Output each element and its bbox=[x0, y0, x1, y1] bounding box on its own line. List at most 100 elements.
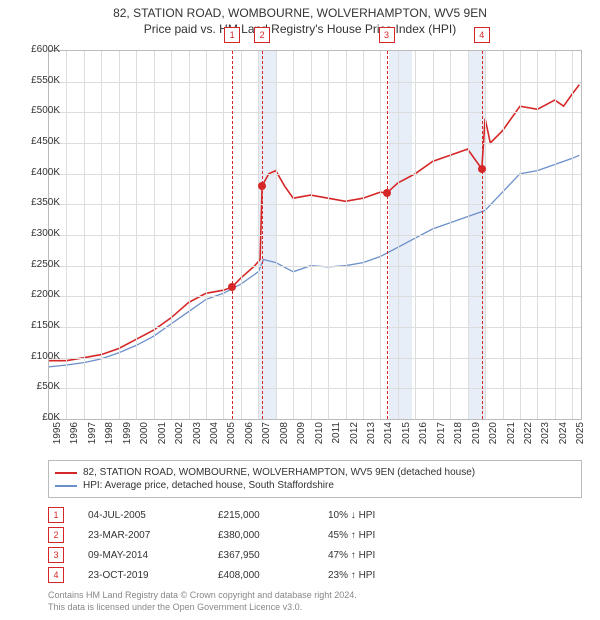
x-axis-tick-label: 2004 bbox=[209, 422, 220, 452]
marker-number-box: 2 bbox=[254, 27, 270, 43]
legend-swatch bbox=[55, 472, 77, 474]
x-axis-tick-label: 2023 bbox=[540, 422, 551, 452]
gridline-vertical bbox=[503, 51, 504, 419]
y-axis-tick-label: £250K bbox=[16, 259, 60, 270]
gridline-horizontal bbox=[49, 388, 581, 389]
marker-number-box: 1 bbox=[224, 27, 240, 43]
gridline-horizontal bbox=[49, 82, 581, 83]
title-block: 82, STATION ROAD, WOMBOURNE, WOLVERHAMPT… bbox=[0, 0, 600, 36]
x-axis-tick-label: 1999 bbox=[122, 422, 133, 452]
tx-price: £380,000 bbox=[218, 530, 328, 541]
gridline-vertical bbox=[398, 51, 399, 419]
marker-dot bbox=[478, 165, 486, 173]
gridline-vertical bbox=[520, 51, 521, 419]
gridline-vertical bbox=[258, 51, 259, 419]
y-axis-tick-label: £150K bbox=[16, 320, 60, 331]
series-line-hpi bbox=[49, 155, 579, 367]
gridline-vertical bbox=[241, 51, 242, 419]
legend-item-hpi: HPI: Average price, detached house, Sout… bbox=[55, 480, 575, 491]
marker-vline bbox=[482, 51, 483, 419]
y-axis-tick-label: £450K bbox=[16, 136, 60, 147]
tx-number-box: 2 bbox=[48, 527, 64, 543]
tx-date: 04-JUL-2005 bbox=[88, 510, 218, 521]
marker-vline bbox=[232, 51, 233, 419]
tx-pct-vs-hpi: 23% ↑ HPI bbox=[328, 570, 448, 581]
gridline-vertical bbox=[119, 51, 120, 419]
gridline-horizontal bbox=[49, 358, 581, 359]
marker-vline bbox=[262, 51, 263, 419]
x-axis-tick-label: 2006 bbox=[244, 422, 255, 452]
gridline-horizontal bbox=[49, 143, 581, 144]
x-axis-tick-label: 2018 bbox=[453, 422, 464, 452]
gridline-vertical bbox=[380, 51, 381, 419]
gridline-vertical bbox=[84, 51, 85, 419]
x-axis-tick-label: 2012 bbox=[349, 422, 360, 452]
gridline-vertical bbox=[171, 51, 172, 419]
gridline-vertical bbox=[311, 51, 312, 419]
gridline-vertical bbox=[450, 51, 451, 419]
y-axis-tick-label: £200K bbox=[16, 289, 60, 300]
gridline-vertical bbox=[537, 51, 538, 419]
x-axis-tick-label: 2025 bbox=[575, 422, 586, 452]
marker-vline bbox=[387, 51, 388, 419]
y-axis-tick-label: £100K bbox=[16, 351, 60, 362]
tx-price: £215,000 bbox=[218, 510, 328, 521]
x-axis-tick-label: 2000 bbox=[139, 422, 150, 452]
tx-number-box: 1 bbox=[48, 507, 64, 523]
title-subtitle: Price paid vs. HM Land Registry's House … bbox=[0, 22, 600, 36]
gridline-vertical bbox=[101, 51, 102, 419]
gridline-vertical bbox=[555, 51, 556, 419]
table-row: 104-JUL-2005£215,00010% ↓ HPI bbox=[48, 505, 582, 525]
gridline-horizontal bbox=[49, 204, 581, 205]
legend-label: 82, STATION ROAD, WOMBOURNE, WOLVERHAMPT… bbox=[83, 467, 475, 478]
table-row: 309-MAY-2014£367,95047% ↑ HPI bbox=[48, 545, 582, 565]
gridline-vertical bbox=[293, 51, 294, 419]
legend-label: HPI: Average price, detached house, Sout… bbox=[83, 480, 334, 491]
x-axis-tick-label: 2014 bbox=[383, 422, 394, 452]
gridline-vertical bbox=[66, 51, 67, 419]
legend-item-subject: 82, STATION ROAD, WOMBOURNE, WOLVERHAMPT… bbox=[55, 467, 575, 478]
y-axis-tick-label: £50K bbox=[16, 381, 60, 392]
transactions-table: 104-JUL-2005£215,00010% ↓ HPI223-MAR-200… bbox=[48, 505, 582, 585]
y-axis-tick-label: £300K bbox=[16, 228, 60, 239]
x-axis-tick-label: 2007 bbox=[261, 422, 272, 452]
gridline-vertical bbox=[363, 51, 364, 419]
x-axis-tick-label: 2001 bbox=[157, 422, 168, 452]
series-line-subject bbox=[49, 85, 579, 361]
x-axis-tick-label: 2015 bbox=[401, 422, 412, 452]
gridline-horizontal bbox=[49, 327, 581, 328]
gridline-horizontal bbox=[49, 235, 581, 236]
gridline-vertical bbox=[468, 51, 469, 419]
tx-date: 23-MAR-2007 bbox=[88, 530, 218, 541]
chart-container: 82, STATION ROAD, WOMBOURNE, WOLVERHAMPT… bbox=[0, 0, 600, 620]
x-axis-tick-label: 2016 bbox=[418, 422, 429, 452]
footer: Contains HM Land Registry data © Crown c… bbox=[48, 590, 582, 613]
gridline-vertical bbox=[136, 51, 137, 419]
marker-number-box: 4 bbox=[474, 27, 490, 43]
title-address: 82, STATION ROAD, WOMBOURNE, WOLVERHAMPT… bbox=[0, 6, 600, 20]
x-axis-tick-label: 2009 bbox=[296, 422, 307, 452]
tx-pct-vs-hpi: 47% ↑ HPI bbox=[328, 550, 448, 561]
legend-swatch bbox=[55, 485, 77, 487]
y-axis-tick-label: £400K bbox=[16, 167, 60, 178]
x-axis-tick-label: 2021 bbox=[506, 422, 517, 452]
x-axis-tick-label: 2005 bbox=[226, 422, 237, 452]
x-axis-tick-label: 2008 bbox=[279, 422, 290, 452]
footer-line2: This data is licensed under the Open Gov… bbox=[48, 602, 582, 614]
gridline-horizontal bbox=[49, 296, 581, 297]
x-axis-tick-label: 1996 bbox=[69, 422, 80, 452]
gridline-vertical bbox=[572, 51, 573, 419]
legend: 82, STATION ROAD, WOMBOURNE, WOLVERHAMPT… bbox=[48, 460, 582, 498]
x-axis-tick-label: 1998 bbox=[104, 422, 115, 452]
y-axis-tick-label: £600K bbox=[16, 44, 60, 55]
tx-price: £408,000 bbox=[218, 570, 328, 581]
y-axis-tick-label: £550K bbox=[16, 75, 60, 86]
gridline-vertical bbox=[415, 51, 416, 419]
tx-price: £367,950 bbox=[218, 550, 328, 561]
x-axis-tick-label: 2002 bbox=[174, 422, 185, 452]
x-axis-tick-label: 2022 bbox=[523, 422, 534, 452]
tx-pct-vs-hpi: 45% ↑ HPI bbox=[328, 530, 448, 541]
tx-date: 23-OCT-2019 bbox=[88, 570, 218, 581]
chart-plot-area: 1234 bbox=[48, 50, 582, 420]
x-axis-tick-label: 1997 bbox=[87, 422, 98, 452]
